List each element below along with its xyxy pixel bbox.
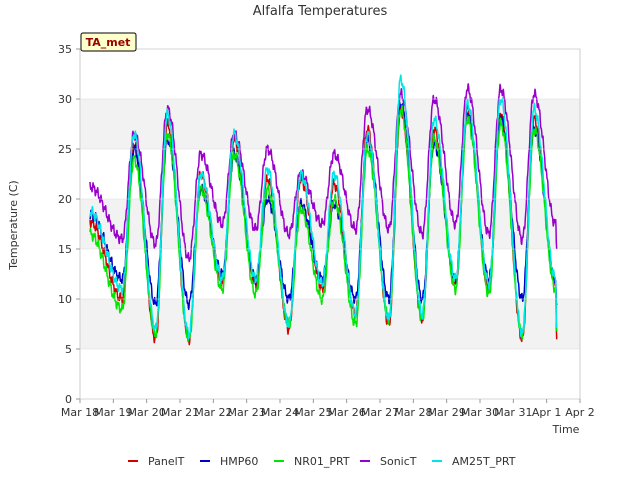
x-tick-label: Mar 31 — [494, 406, 532, 419]
series-line-nr01-prt — [89, 104, 558, 343]
x-tick-label: Mar 29 — [428, 406, 466, 419]
annotation-label: TA_met — [86, 36, 131, 49]
plot-band — [80, 349, 580, 399]
x-tick-label: Mar 23 — [228, 406, 266, 419]
x-tick-label: Mar 21 — [161, 406, 199, 419]
x-tick-label: Apr 1 — [532, 406, 562, 419]
y-axis-label: Temperature (C) — [7, 180, 20, 270]
annotation-background — [80, 32, 137, 52]
y-tick-label: 30 — [58, 93, 72, 106]
x-tick-label: Mar 27 — [361, 406, 399, 419]
plot-band — [80, 249, 580, 299]
x-tick-label: Mar 30 — [461, 406, 499, 419]
x-tick-label: Mar 18 — [61, 406, 99, 419]
x-tick-label: Mar 19 — [94, 406, 132, 419]
y-tick-label: 10 — [58, 293, 72, 306]
y-tick-label: 0 — [65, 393, 72, 406]
chart-title: Alfalfa Temperatures — [253, 4, 388, 19]
y-tick-label: 20 — [58, 193, 72, 206]
x-tick-label: Mar 28 — [394, 406, 432, 419]
legend-label: SonicT — [380, 455, 417, 468]
x-tick-label: Mar 25 — [294, 406, 332, 419]
x-axis-label: Time — [552, 423, 580, 436]
annotation-box: TA_met — [80, 32, 137, 52]
x-tick-label: Apr 2 — [565, 406, 595, 419]
legend-label: PanelT — [148, 455, 185, 468]
series-line-am25t-prt — [89, 74, 558, 340]
legend-label: NR01_PRT — [294, 455, 350, 468]
x-tick-label: Mar 22 — [194, 406, 232, 419]
y-tick-label: 25 — [58, 143, 72, 156]
plot-band — [80, 49, 580, 99]
x-tick-label: Mar 20 — [128, 406, 166, 419]
x-tick-label: Mar 24 — [261, 406, 299, 419]
y-tick-label: 5 — [65, 343, 72, 356]
plot-band — [80, 299, 580, 349]
series-line-sonict — [89, 83, 558, 263]
y-tick-label: 35 — [58, 43, 72, 56]
x-tick-label: Mar 26 — [328, 406, 366, 419]
y-tick-label: 15 — [58, 243, 72, 256]
legend: PanelT HMP60 NR01_PRT SonicT AM25T_PRT — [128, 455, 516, 468]
series-layer — [89, 74, 558, 346]
legend-label: HMP60 — [220, 455, 258, 468]
legend-label: AM25T_PRT — [452, 455, 516, 468]
